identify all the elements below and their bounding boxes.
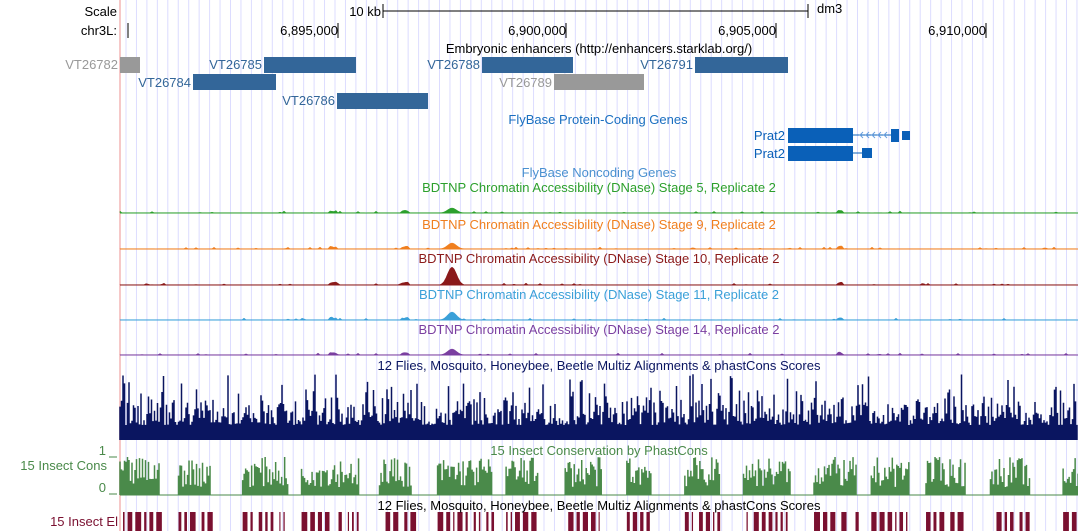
track-title-multiz: 12 Flies, Mosquito, Honeybee, Beetle Mul… [377,358,821,373]
enhancer-label[interactable]: VT26789 [499,75,552,90]
strand-arrow [883,131,888,139]
enhancer-feature [482,57,573,73]
gene-exon [788,128,853,143]
assembly-label: dm3 [817,1,843,16]
track-title-multiz2: 12 Flies, Mosquito, Honeybee, Beetle Mul… [377,498,821,513]
enhancer-label[interactable]: VT26791 [640,57,693,72]
tick-label: 6,900,000 [508,23,566,38]
gene-label[interactable]: Prat2 [753,128,785,143]
multiz-signal [119,374,1078,440]
enhancer-label[interactable]: VT26785 [209,57,262,72]
track-title-dnase: BDTNP Chromatin Accessibility (DNase) St… [418,322,780,337]
scale-label: Scale [84,4,117,19]
enhancer-feature [120,57,140,73]
track-title-dnase: BDTNP Chromatin Accessibility (DNase) St… [422,180,776,195]
enhancer-label[interactable]: VT26786 [282,93,335,108]
track-title-enhancers: Embryonic enhancers (http://enhancers.st… [445,41,753,56]
track-title-protein-genes: FlyBase Protein-Coding Genes [508,112,688,127]
gene-label[interactable]: Prat2 [753,146,785,161]
tick-label: 6,910,000 [928,23,986,38]
gene-exon [788,146,853,161]
phastcons-ymin: 0 [98,480,106,495]
dnase-signal [119,311,1078,321]
enhancer-feature [193,74,276,90]
strand-arrow [877,131,882,139]
scale-bar-label: 10 kb [349,4,381,19]
track-title-dnase: BDTNP Chromatin Accessibility (DNase) St… [418,251,780,266]
enhancer-feature [337,93,428,109]
elements-side-label[interactable]: 15 Insect El [50,514,118,529]
conserved-elements [123,512,1077,531]
chrom-label: chr3L: [80,23,117,38]
dnase-signal [119,242,1078,250]
dnase-signal [119,266,1078,286]
dnase-signal [119,207,1078,214]
enhancer-feature [264,57,356,73]
phastcons-ymax: 1 [98,443,106,458]
track-title-dnase: BDTNP Chromatin Accessibility (DNase) St… [418,287,780,302]
tick-label: 6,905,000 [718,23,776,38]
enhancer-feature [554,74,644,90]
strand-arrow [871,131,876,139]
gene-exon [862,148,872,158]
track-title-dnase: BDTNP Chromatin Accessibility (DNase) St… [422,217,776,232]
enhancer-label[interactable]: VT26782 [65,57,118,72]
enhancer-label[interactable]: VT26788 [427,57,480,72]
dnase-signal [119,348,1078,356]
gene-exon [891,129,899,142]
tick-label: 6,895,000 [280,23,338,38]
enhancer-label[interactable]: VT26784 [138,75,191,90]
enhancer-feature [695,57,788,73]
gene-exon [902,131,910,140]
track-title-noncoding-genes: FlyBase Noncoding Genes [521,165,677,180]
strand-arrow [859,131,864,139]
track-title-phastcons: 15 Insect Conservation by PhastCons [490,443,708,458]
phastcons-side-label[interactable]: 15 Insect Cons [20,458,107,473]
phastcons-signal [119,457,1078,495]
strand-arrow [865,131,870,139]
